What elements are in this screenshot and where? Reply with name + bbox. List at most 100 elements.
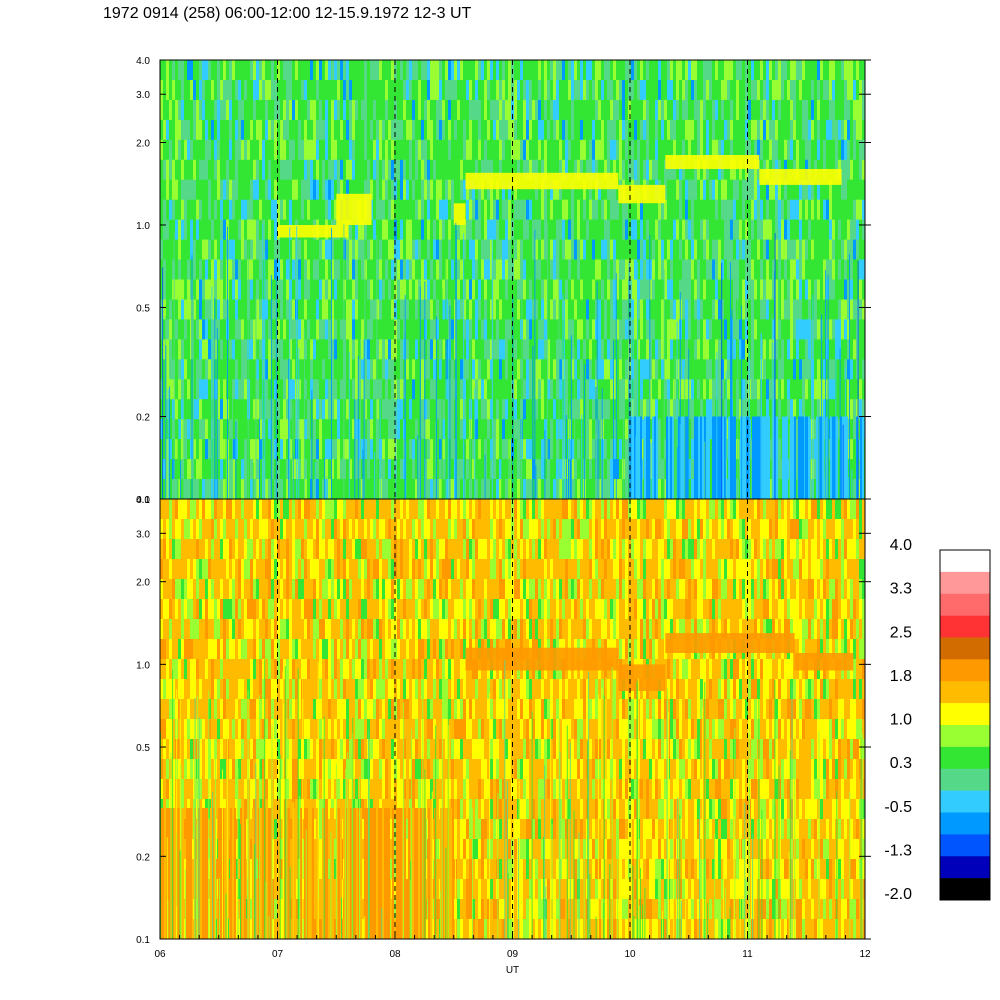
spectrum-cell bbox=[568, 119, 571, 141]
spectrum-cell bbox=[577, 399, 580, 420]
spectrum-cell bbox=[562, 179, 565, 201]
spectrum-cell bbox=[538, 479, 541, 499]
spectrum-cell bbox=[784, 379, 787, 400]
spectrum-cell bbox=[607, 439, 610, 460]
spectrum-cell bbox=[451, 459, 454, 480]
spectrum-cell bbox=[355, 80, 358, 101]
spectrum-cell bbox=[589, 259, 592, 280]
spectrum-cell bbox=[382, 279, 385, 300]
spectrum-cell bbox=[550, 419, 553, 440]
spectrum-cell bbox=[406, 279, 409, 300]
spectrum-cell bbox=[409, 99, 412, 121]
spectrum-cell bbox=[553, 239, 556, 261]
spectrum-cell bbox=[532, 179, 535, 201]
spectrum-cell bbox=[460, 179, 463, 201]
spectrum-cell bbox=[745, 80, 748, 101]
spectrum-cell bbox=[598, 199, 601, 221]
spectrum-cell bbox=[472, 319, 475, 340]
spectrum-cell bbox=[739, 60, 742, 81]
spectrum-cell bbox=[484, 119, 487, 141]
spectrum-cell bbox=[358, 339, 361, 360]
spectrum-cell bbox=[667, 99, 670, 121]
spectrum-cell bbox=[652, 239, 655, 261]
spectrum-cell bbox=[637, 259, 640, 280]
spectrum-cell bbox=[691, 80, 694, 101]
spectrum-cell bbox=[190, 139, 193, 161]
spectrum-cell bbox=[409, 459, 412, 480]
spectrum-cell bbox=[793, 279, 796, 300]
spectrum-cell bbox=[217, 359, 220, 380]
spectrum-cell bbox=[643, 80, 646, 101]
spectrum-cell bbox=[796, 239, 799, 261]
spectrum-cell bbox=[286, 179, 289, 201]
spectrum-cell bbox=[592, 259, 595, 280]
spectrum-cell bbox=[739, 319, 742, 340]
spectrum-cell bbox=[583, 319, 586, 340]
spectrum-cell bbox=[361, 139, 364, 161]
spectrum-cell bbox=[796, 60, 799, 81]
spectrum-cell bbox=[538, 99, 541, 121]
spectrum-cell bbox=[304, 239, 307, 261]
spectrum-cell bbox=[802, 379, 805, 400]
spectrum-cell bbox=[466, 479, 469, 499]
spectrum-cell bbox=[166, 459, 169, 480]
spectrum-cell bbox=[535, 80, 538, 101]
spectrum-cell bbox=[565, 259, 568, 280]
spectrum-cell bbox=[412, 339, 415, 360]
spectrum-cell bbox=[319, 419, 322, 440]
spectrum-cell bbox=[232, 239, 235, 261]
spectrum-cell bbox=[685, 239, 688, 261]
spectrum-cell bbox=[316, 139, 319, 161]
spectrum-cell bbox=[640, 99, 643, 121]
spectrum-cell bbox=[427, 179, 430, 201]
spectrum-cell bbox=[244, 479, 247, 499]
spectrum-cell bbox=[277, 479, 280, 499]
spectrum-cell bbox=[739, 279, 742, 300]
spectrum-cell bbox=[427, 299, 430, 320]
spectrum-cell bbox=[607, 419, 610, 440]
spectrum-cell bbox=[709, 279, 712, 300]
spectrum-cell bbox=[205, 359, 208, 380]
spectrum-cell bbox=[499, 339, 502, 360]
spectrum-cell bbox=[328, 399, 331, 420]
spectrum-cell bbox=[229, 60, 232, 81]
spectrum-cell bbox=[481, 379, 484, 400]
spectrum-cell bbox=[724, 359, 727, 380]
spectrum-cell bbox=[778, 399, 781, 420]
spectrum-cell bbox=[832, 379, 835, 400]
spectrum-cell bbox=[619, 319, 622, 340]
spectrum-cell bbox=[706, 299, 709, 320]
spectrum-cell bbox=[331, 279, 334, 300]
spectrum-cell bbox=[820, 99, 823, 121]
spectrum-cell bbox=[694, 319, 697, 340]
spectrum-cell bbox=[340, 179, 343, 201]
spectrum-cell bbox=[661, 419, 664, 440]
spectrum-cell bbox=[370, 359, 373, 380]
spectrum-cell bbox=[487, 299, 490, 320]
spectrum-cell bbox=[412, 459, 415, 480]
spectrum-cell bbox=[385, 399, 388, 420]
spectrum-cell bbox=[301, 479, 304, 499]
spectrum-cell bbox=[334, 199, 337, 221]
spectrum-cell bbox=[703, 139, 706, 161]
spectrum-cell bbox=[637, 159, 640, 181]
spectrum-cell bbox=[550, 399, 553, 420]
spectrum-cell bbox=[619, 279, 622, 300]
spectrum-cell bbox=[658, 219, 661, 241]
spectrum-cell bbox=[328, 359, 331, 380]
spectrum-cell bbox=[334, 139, 337, 161]
spectrum-cell bbox=[772, 279, 775, 300]
spectrum-cell bbox=[592, 299, 595, 320]
spectrum-cell bbox=[613, 239, 616, 261]
spectrum-cell bbox=[427, 219, 430, 241]
spectrum-cell bbox=[517, 199, 520, 221]
spectrum-cell bbox=[214, 199, 217, 221]
spectrum-cell bbox=[301, 279, 304, 300]
spectrum-cell bbox=[529, 419, 532, 440]
spectrum-cell bbox=[370, 399, 373, 420]
spectrum-cell bbox=[331, 99, 334, 121]
spectrum-cell bbox=[715, 319, 718, 340]
spectrum-cell bbox=[298, 279, 301, 300]
spectrum-cell bbox=[826, 80, 829, 101]
spectrum-cell bbox=[181, 419, 184, 440]
